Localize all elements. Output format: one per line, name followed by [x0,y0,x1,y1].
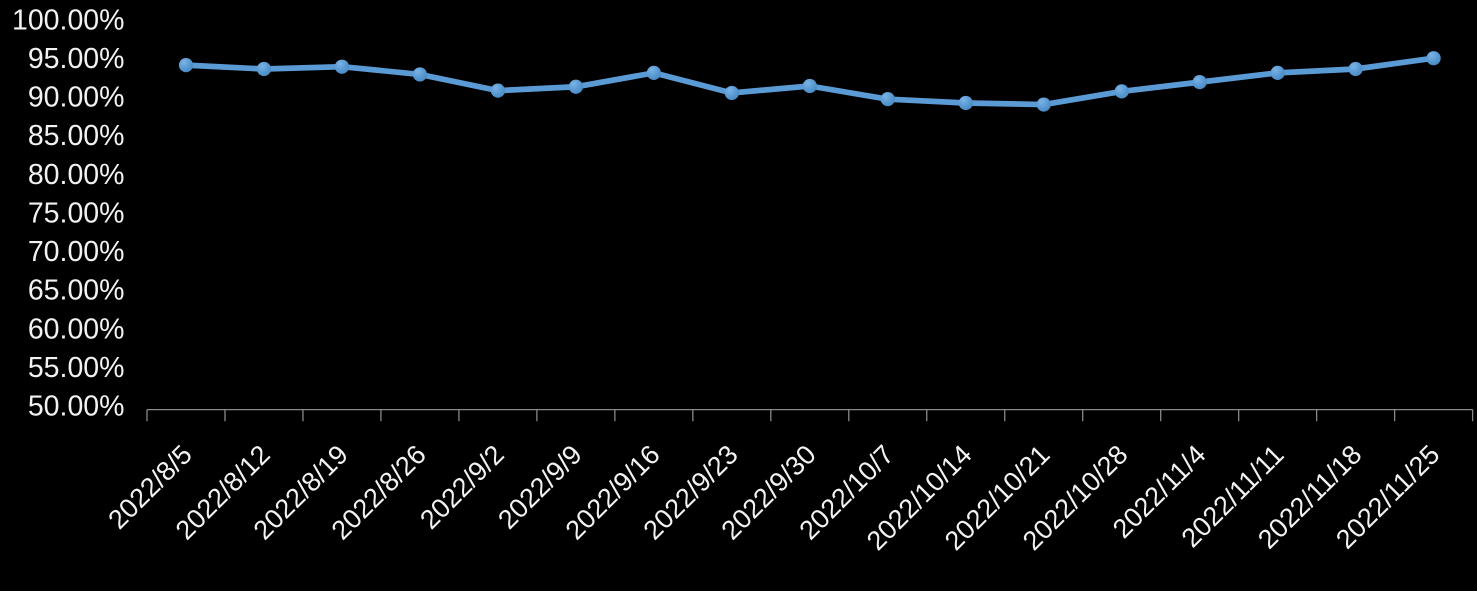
svg-text:75.00%: 75.00% [28,197,125,229]
svg-text:50.00%: 50.00% [28,390,125,422]
svg-text:85.00%: 85.00% [28,120,125,152]
svg-text:55.00%: 55.00% [28,352,125,384]
svg-text:90.00%: 90.00% [28,82,125,114]
svg-text:100.00%: 100.00% [12,4,125,36]
svg-text:95.00%: 95.00% [28,43,125,75]
svg-text:70.00%: 70.00% [28,236,125,268]
svg-text:60.00%: 60.00% [28,313,125,345]
svg-text:80.00%: 80.00% [28,159,125,191]
svg-text:65.00%: 65.00% [28,275,125,307]
svg-text:2022/9/2: 2022/9/2 [414,439,510,535]
